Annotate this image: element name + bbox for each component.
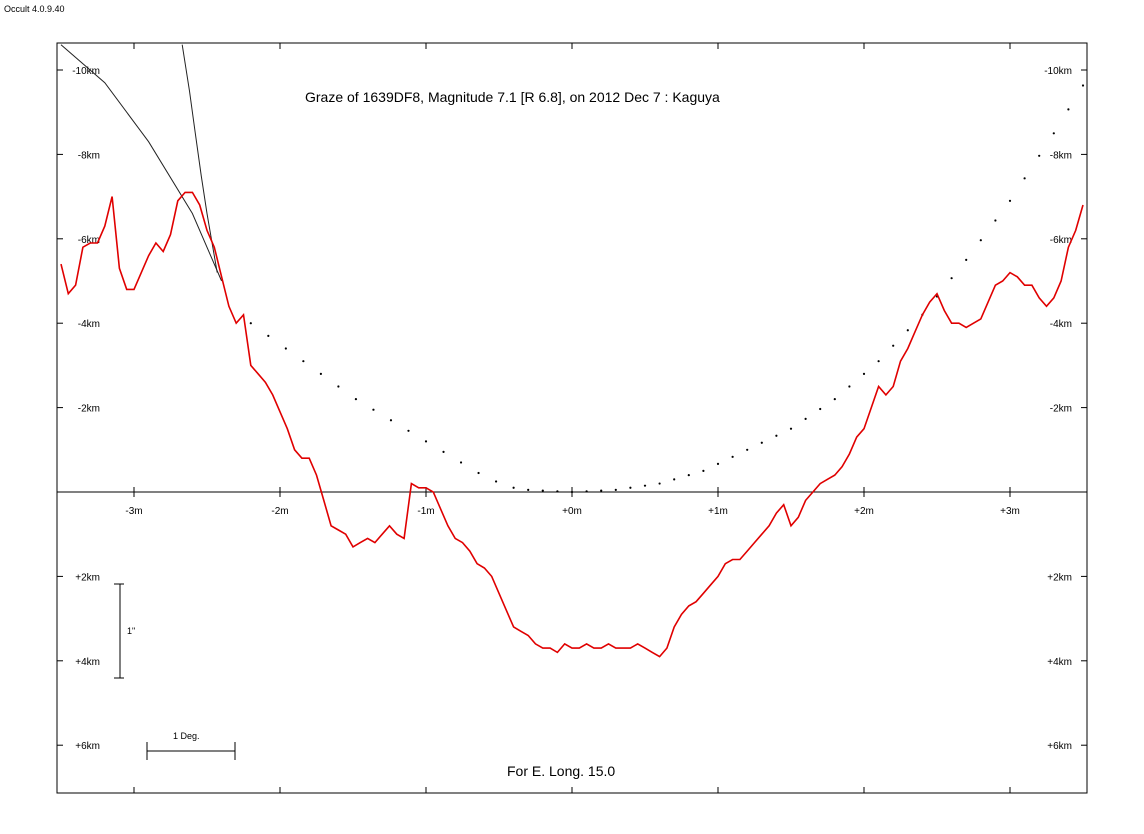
limb-profile-line <box>60 191 1084 658</box>
y-tick-label-left-5: +2km <box>75 572 100 583</box>
y-tick-label-right-1: -8km <box>1050 150 1072 161</box>
x-tick-label-5: +2m <box>854 506 874 517</box>
x-tick-label-2: -1m <box>417 506 434 517</box>
limit-dot-left-8 <box>389 419 393 422</box>
x-tick-label-4: +1m <box>708 506 728 517</box>
limit-dot-left-12 <box>459 461 463 464</box>
limit-dot-left-5 <box>337 385 340 388</box>
chart-footer: For E. Long. 15.0 <box>507 763 615 779</box>
limit-dot-right-20 <box>819 407 822 411</box>
version-label: Occult 4.0.9.40 <box>4 4 65 14</box>
limit-dot-right-9 <box>658 482 661 485</box>
limit-dot-left-1 <box>267 334 270 337</box>
limit-dot-left-2 <box>284 347 287 350</box>
limit-dot-right-32 <box>994 219 997 222</box>
limit-dot-right-35 <box>1038 154 1041 157</box>
limit-dot-right-21 <box>833 398 836 401</box>
y-tick-label-right-2: -6km <box>1050 235 1072 246</box>
y-axis-ticks-right: -10km -8km -6km -4km -2km +2km +4km +6km <box>1044 66 1087 752</box>
y-tick-label-right-6: +4km <box>1047 657 1072 668</box>
y-tick-label-left-2: -6km <box>78 235 100 246</box>
limit-dot-right-33 <box>1008 199 1012 202</box>
limit-dot-right-10 <box>673 478 676 481</box>
limit-dot-right-23 <box>862 372 866 375</box>
chart-title: Graze of 1639DF8, Magnitude 7.1 [R 6.8],… <box>305 89 720 105</box>
y-tick-label-left-0: -10km <box>72 66 100 77</box>
y-tick-label-left-4: -2km <box>78 404 100 415</box>
limit-dot-left-13 <box>477 471 480 475</box>
limit-dot-right-19 <box>804 417 807 420</box>
limit-dot-right-26 <box>906 329 909 332</box>
x-tick-label-3: +0m <box>562 506 582 517</box>
degree-scale-label: 1 Deg. <box>173 731 200 741</box>
limit-dot-right-4 <box>585 490 588 493</box>
limit-dot-left-10 <box>424 440 428 443</box>
feature-line-1 <box>181 44 218 273</box>
limit-dot-right-31 <box>979 239 982 242</box>
x-axis-ticks: -3m -2m -1m +0m +1m +2m +3m <box>125 43 1020 793</box>
limit-dot-right-8 <box>643 484 647 487</box>
y-axis-ticks-left: -10km -8km -6km -4km -2km +2km +4km +6km <box>57 66 100 752</box>
x-tick-label-1: -2m <box>271 506 288 517</box>
arcsec-scale-label: 1" <box>127 626 135 636</box>
limit-dot-right-16 <box>760 441 763 444</box>
y-tick-label-left-3: -4km <box>78 319 100 330</box>
limit-dot-left-4 <box>319 372 322 375</box>
limit-dot-left-9 <box>407 429 410 432</box>
limit-dot-left-6 <box>354 398 358 401</box>
limit-dot-right-1 <box>541 489 544 492</box>
limit-dot-right-34 <box>1023 177 1026 180</box>
limit-dot-right-7 <box>629 486 632 489</box>
limit-dot-right-2 <box>556 490 559 493</box>
limit-dot-left-3 <box>302 360 305 363</box>
limit-dots <box>249 84 1085 494</box>
limit-dot-right-3 <box>570 490 574 494</box>
plot-frame <box>56 42 1088 794</box>
limit-dot-left-0 <box>249 322 252 325</box>
limit-dot-right-0 <box>527 488 530 491</box>
arcsec-scale-bar: 1" <box>114 583 135 679</box>
y-tick-label-left-6: +4km <box>75 657 100 668</box>
y-tick-label-right-4: -2km <box>1050 404 1072 415</box>
limit-dot-right-12 <box>702 469 705 472</box>
limit-dot-left-7 <box>372 408 375 411</box>
limit-dot-right-24 <box>877 360 880 363</box>
y-tick-label-left-1: -8km <box>78 150 100 161</box>
limit-dot-right-38 <box>1081 84 1085 87</box>
limit-dot-right-5 <box>600 489 603 492</box>
limit-dot-right-22 <box>848 385 851 388</box>
limit-dot-right-25 <box>892 344 895 347</box>
y-tick-label-right-3: -4km <box>1050 319 1072 330</box>
limit-dot-right-30 <box>965 258 968 261</box>
limit-dot-right-14 <box>731 455 734 458</box>
limit-dot-right-37 <box>1067 108 1070 111</box>
limit-dot-right-29 <box>950 277 953 280</box>
limit-dot-left-14 <box>494 480 498 483</box>
y-tick-label-left-7: +6km <box>75 741 100 752</box>
limit-dot-right-11 <box>687 474 690 477</box>
x-tick-label-0: -3m <box>125 506 142 517</box>
limit-dot-right-18 <box>789 427 793 430</box>
y-tick-label-right-0: -10km <box>1044 66 1072 77</box>
feature-line-0 <box>60 44 223 282</box>
limit-dot-left-15 <box>512 486 515 489</box>
limit-dot-right-6 <box>614 488 617 491</box>
limit-dot-right-13 <box>716 462 720 465</box>
y-tick-label-right-5: +2km <box>1047 572 1072 583</box>
degree-scale-bar: 1 Deg. <box>146 731 236 760</box>
limit-dot-left-11 <box>442 450 445 454</box>
limit-dot-right-17 <box>775 434 778 437</box>
lunar-feature-lines <box>60 44 223 282</box>
limit-dot-right-36 <box>1052 132 1055 135</box>
y-tick-label-right-7: +6km <box>1047 741 1072 752</box>
x-tick-label-6: +3m <box>1000 506 1020 517</box>
limit-dot-right-15 <box>746 448 749 451</box>
